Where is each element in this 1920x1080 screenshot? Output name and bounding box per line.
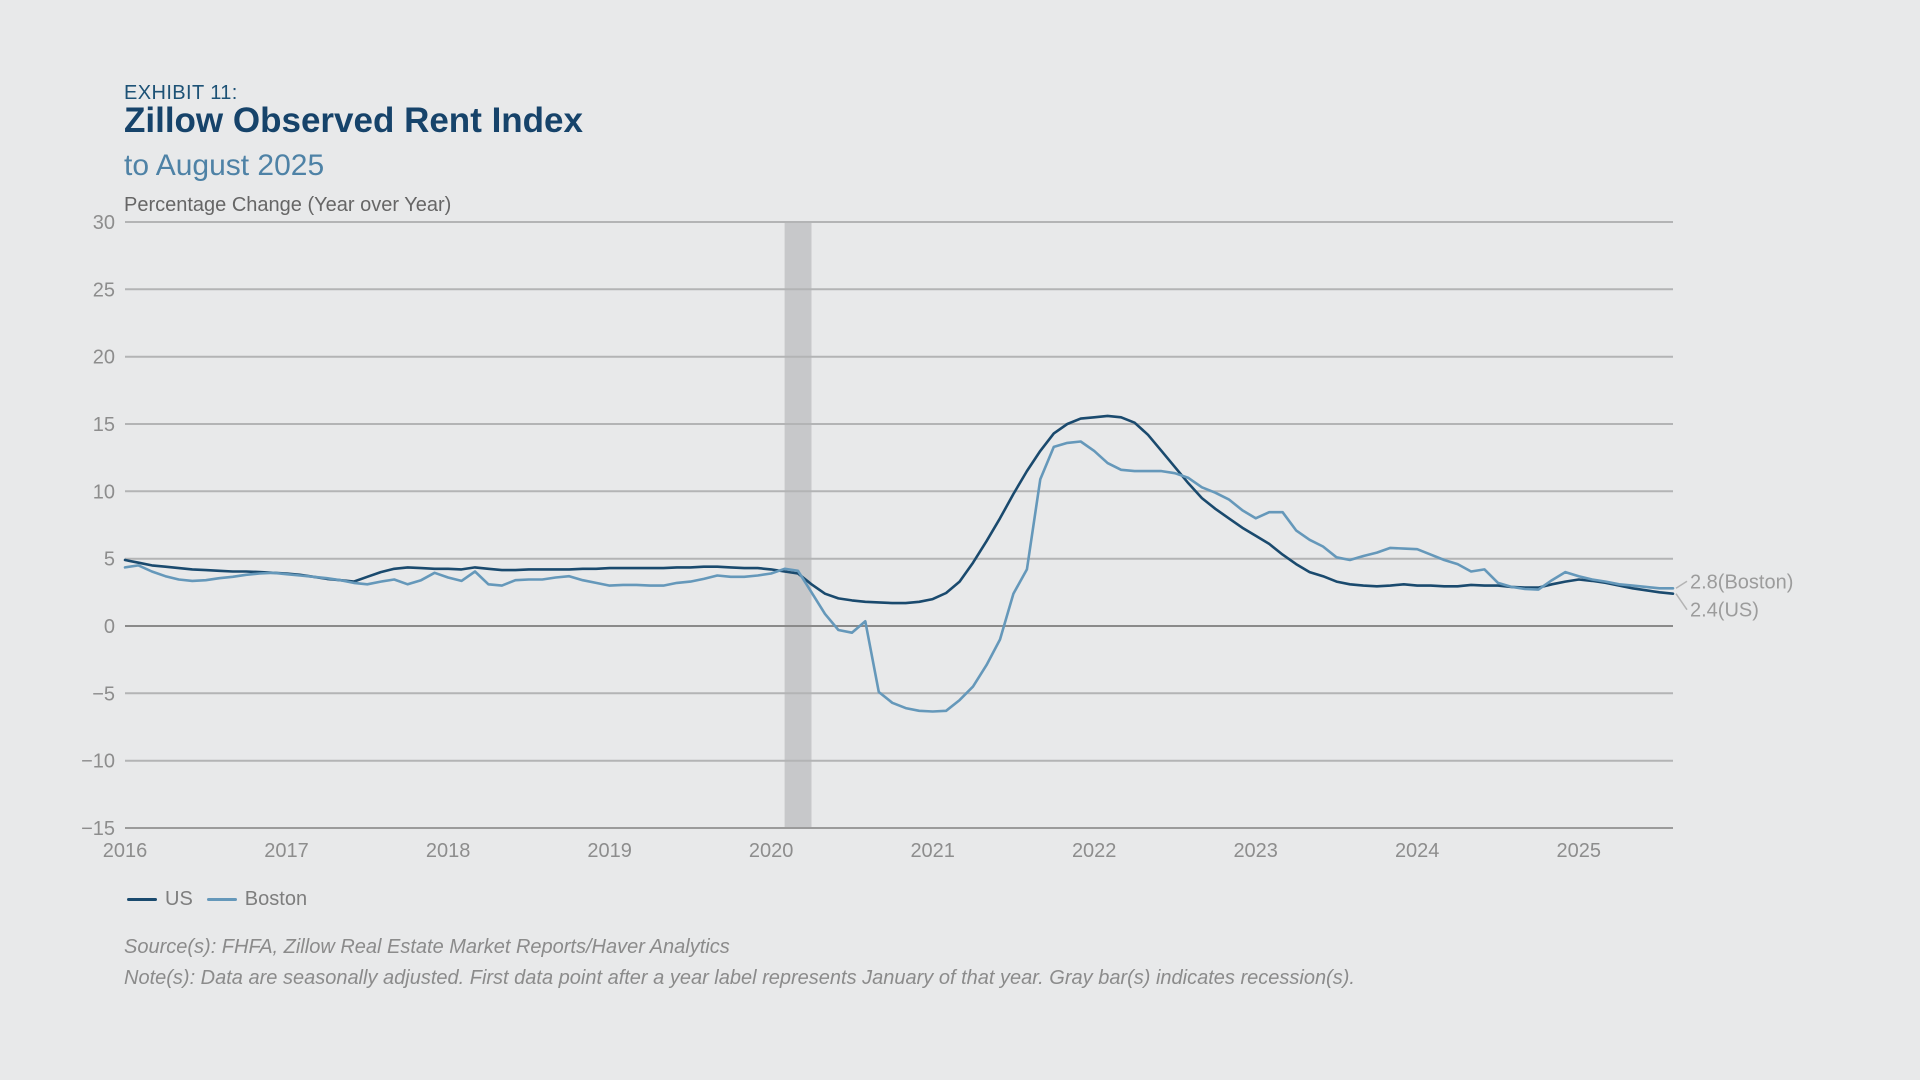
y-tick-label: 30 — [93, 212, 115, 234]
y-tick-label: 5 — [104, 549, 115, 571]
y-tick-label: 25 — [93, 279, 115, 301]
x-tick-label: 2016 — [103, 840, 148, 862]
x-tick-label: 2021 — [910, 840, 955, 862]
axis-title: Percentage Change (Year over Year) — [124, 194, 452, 216]
note-line: Note(s): Data are seasonally adjusted. F… — [124, 967, 1355, 989]
legend-label-boston: Boston — [244, 888, 308, 910]
series-line-boston — [123, 440, 1675, 713]
x-tick-label: 2020 — [749, 840, 794, 862]
y-tick-label: 10 — [93, 481, 115, 503]
x-tick-label: 2022 — [1072, 840, 1117, 862]
series-line-us — [123, 414, 1675, 605]
page-title: Zillow Observed Rent Index — [124, 101, 583, 140]
x-tick-label: 2017 — [264, 840, 309, 862]
y-tick-label: 0 — [104, 616, 115, 638]
recession-band — [784, 222, 812, 827]
y-tick-label: 20 — [93, 347, 115, 369]
series-end-label: 2.8(Boston) — [1690, 571, 1793, 593]
boston-line-swatch — [206, 897, 237, 902]
source-line: Source(s): FHFA, Zillow Real Estate Mark… — [124, 936, 730, 958]
x-tick-label: 2025 — [1557, 840, 1602, 862]
legend-item-boston: Boston — [206, 888, 308, 911]
legend: US Boston — [127, 888, 307, 911]
x-tick-label: 2019 — [587, 840, 632, 862]
series-end-label: 2.4(US) — [1690, 600, 1759, 622]
end-label-leader — [1675, 580, 1688, 589]
legend-item-us: US — [127, 888, 193, 911]
exhibit-label: EXHIBIT 11: — [124, 82, 238, 104]
end-label-leader — [1675, 593, 1688, 611]
legend-label-us: US — [165, 888, 193, 910]
x-tick-label: 2018 — [426, 840, 471, 862]
x-tick-label: 2024 — [1395, 840, 1440, 862]
y-tick-label: −15 — [81, 818, 115, 840]
y-tick-label: 15 — [93, 414, 115, 436]
x-tick-label: 2023 — [1233, 840, 1278, 862]
y-tick-label: −5 — [92, 683, 115, 705]
us-line-swatch — [127, 897, 157, 902]
page-subtitle: to August 2025 — [124, 149, 325, 182]
y-tick-label: −10 — [81, 751, 115, 773]
